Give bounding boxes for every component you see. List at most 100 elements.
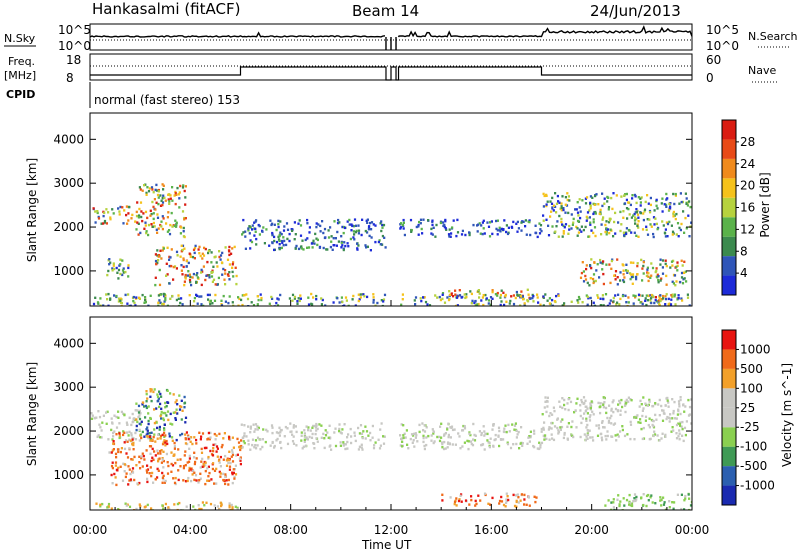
range-cell (547, 224, 550, 227)
range-cell (516, 433, 519, 436)
range-cell (671, 426, 674, 429)
range-cell (220, 261, 224, 264)
range-cell (612, 300, 615, 303)
range-cell (676, 298, 679, 301)
range-cell (176, 254, 179, 257)
range-cell (431, 223, 434, 227)
range-cell (561, 235, 564, 238)
range-cell (667, 416, 671, 420)
range-cell (626, 271, 629, 274)
range-cell (658, 296, 661, 299)
range-cell (641, 302, 644, 306)
range-cell (662, 496, 665, 499)
range-cell (655, 267, 658, 270)
range-cell (228, 263, 231, 266)
range-cell (160, 225, 163, 228)
range-cell (673, 274, 677, 277)
range-cell (102, 304, 105, 306)
range-cell (600, 223, 603, 226)
range-cell (403, 233, 406, 237)
colorbar-swatch (722, 158, 736, 179)
range-cell (231, 481, 234, 485)
range-cell (206, 467, 209, 470)
range-cell (150, 388, 153, 391)
range-cell (669, 303, 673, 306)
range-cell (585, 215, 588, 219)
range-cell (367, 228, 370, 231)
range-cell (124, 293, 127, 297)
range-cell (545, 437, 548, 441)
range-cell (156, 193, 160, 197)
range-cell (551, 413, 554, 416)
range-cell (179, 433, 182, 437)
range-cell (592, 439, 595, 442)
range-cell (278, 243, 281, 246)
range-cell (121, 479, 125, 482)
range-cell (220, 504, 223, 508)
range-cell (137, 411, 141, 414)
range-cell (174, 192, 177, 195)
range-cell (485, 297, 488, 300)
range-cell (618, 503, 621, 506)
range-cell (685, 280, 688, 283)
range-cell (162, 302, 165, 306)
range-cell (302, 248, 305, 251)
range-cell (646, 268, 649, 271)
range-cell (374, 304, 377, 306)
range-cell (171, 186, 174, 189)
range-cell (330, 235, 333, 238)
range-cell (670, 294, 673, 297)
range-cell (588, 429, 591, 432)
range-cell (99, 505, 102, 508)
range-cell (158, 457, 161, 460)
range-cell (143, 301, 146, 304)
range-cell (238, 457, 241, 461)
range-cell (282, 244, 285, 247)
range-cell (438, 295, 441, 299)
range-cell (593, 261, 596, 264)
range-cell (127, 266, 130, 270)
range-cell (515, 436, 518, 439)
range-cell (177, 294, 180, 297)
range-cell (687, 398, 690, 402)
range-cell (306, 246, 309, 249)
range-cell (244, 235, 247, 238)
range-cell (559, 420, 563, 423)
range-cell (594, 234, 597, 238)
range-cell (144, 416, 147, 419)
range-cell (192, 505, 195, 508)
range-cell (654, 296, 657, 299)
range-cell (659, 496, 662, 499)
range-cell (592, 281, 595, 285)
range-cell (346, 220, 349, 223)
range-cell (661, 259, 665, 262)
range-cell (122, 433, 125, 437)
range-cell (144, 296, 147, 299)
range-cell (634, 211, 637, 214)
range-cell (597, 424, 600, 427)
range-cell (418, 220, 421, 224)
range-cell (170, 264, 173, 268)
range-cell (181, 248, 184, 252)
range-cell (239, 459, 242, 462)
range-cell (120, 447, 123, 450)
range-cell (195, 281, 198, 284)
range-cell (235, 274, 238, 278)
range-cell (132, 448, 135, 451)
range-cell (399, 444, 402, 447)
range-cell (141, 403, 144, 406)
range-cell (567, 232, 570, 235)
range-cell (671, 293, 674, 296)
range-cell (291, 293, 295, 297)
range-cell (495, 219, 498, 223)
range-cell (589, 414, 592, 417)
range-cell (456, 231, 460, 234)
range-cell (586, 217, 589, 220)
range-cell (560, 425, 564, 429)
range-cell (254, 439, 258, 442)
range-cell (548, 414, 551, 418)
range-cell (399, 226, 403, 229)
range-cell (683, 499, 686, 502)
range-cell (239, 448, 242, 452)
